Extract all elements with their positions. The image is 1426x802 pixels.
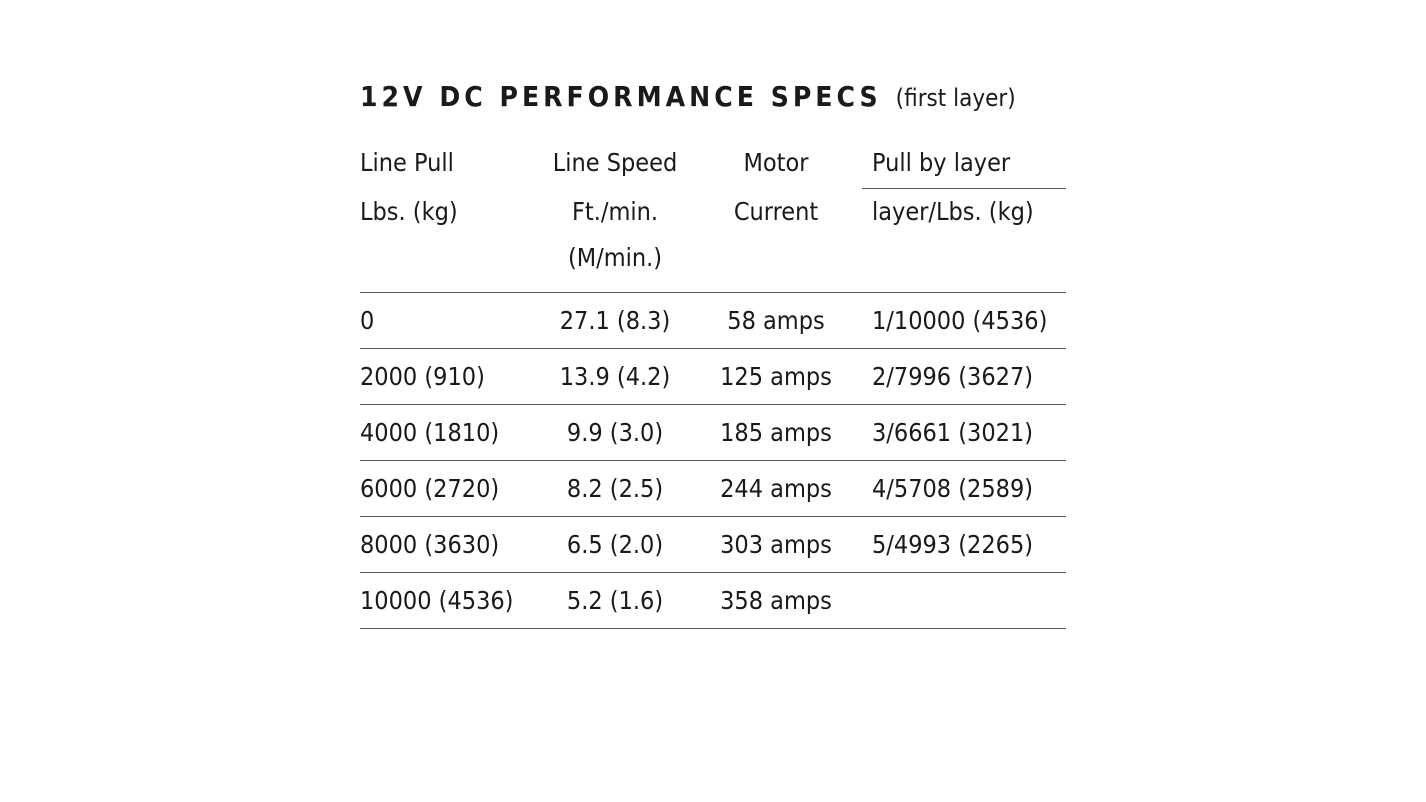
cell: 27.1 (8.3): [540, 292, 690, 349]
data-row: 2000 (910) 13.9 (4.2) 125 amps 2/7996 (3627…: [360, 348, 1066, 405]
data-row: 10000 (4536) 5.2 (1.6) 358 amps: [360, 572, 1066, 629]
cell: 244 amps: [690, 460, 862, 517]
cell: 13.9 (4.2): [540, 348, 690, 405]
cell: 125 amps: [690, 348, 862, 405]
cell: 6000 (2720): [360, 460, 540, 517]
cell: 9.9 (3.0): [540, 404, 690, 461]
cell: 185 amps: [690, 404, 862, 461]
data-row: 0 27.1 (8.3) 58 amps 1/10000 (4536): [360, 292, 1066, 349]
title: 12V DC PERFORMANCE SPECS: [360, 80, 882, 113]
header-cell: Ft./min. (M/min.): [540, 188, 690, 293]
cell: 10000 (4536): [360, 572, 540, 629]
cell: 1/10000 (4536): [862, 292, 1066, 349]
cell: 6.5 (2.0): [540, 516, 690, 573]
cell: 358 amps: [690, 572, 862, 629]
cell: 4000 (1810): [360, 404, 540, 461]
cell: 3/6661 (3021): [862, 404, 1066, 461]
cell: 8.2 (2.5): [540, 460, 690, 517]
cell: 4/5708 (2589): [862, 460, 1066, 517]
header-cell: layer/Lbs. (kg): [862, 188, 1066, 293]
cell: 2/7996 (3627): [862, 348, 1066, 405]
specs-table: Line Pull Line Speed Motor Pull by layer Lbs…: [360, 136, 1066, 629]
data-row: 6000 (2720) 8.2 (2.5) 244 amps 4/5708 (2589…: [360, 460, 1066, 517]
cell: 58 amps: [690, 292, 862, 349]
subtitle: (first layer): [895, 84, 1016, 112]
cell: 8000 (3630): [360, 516, 540, 573]
header-row: Lbs. (kg) Ft./min. (M/min.) Current layer/L…: [360, 188, 1066, 293]
header-row: Line Pull Line Speed Motor Pull by layer: [360, 136, 1066, 189]
cell: [862, 572, 1066, 629]
cell: 0: [360, 292, 540, 349]
data-row: 4000 (1810) 9.9 (3.0) 185 amps 3/6661 (3021…: [360, 404, 1066, 461]
cell: 5/4993 (2265): [862, 516, 1066, 573]
cell: 5.2 (1.6): [540, 572, 690, 629]
header-cell: Lbs. (kg): [360, 188, 540, 293]
header-cell: Motor: [743, 147, 809, 177]
header-cell: Line Speed: [552, 147, 678, 177]
cell: 2000 (910): [360, 348, 540, 405]
header-cell: Pull by layer: [862, 136, 1066, 189]
cell: 303 amps: [690, 516, 862, 573]
data-row: 8000 (3630) 6.5 (2.0) 303 amps 5/4993 (2265…: [360, 516, 1066, 573]
heading: 12V DC PERFORMANCE SPECS (first layer): [360, 80, 1016, 113]
header-cell: Current: [690, 188, 862, 293]
header-cell: Line Pull: [360, 147, 454, 177]
